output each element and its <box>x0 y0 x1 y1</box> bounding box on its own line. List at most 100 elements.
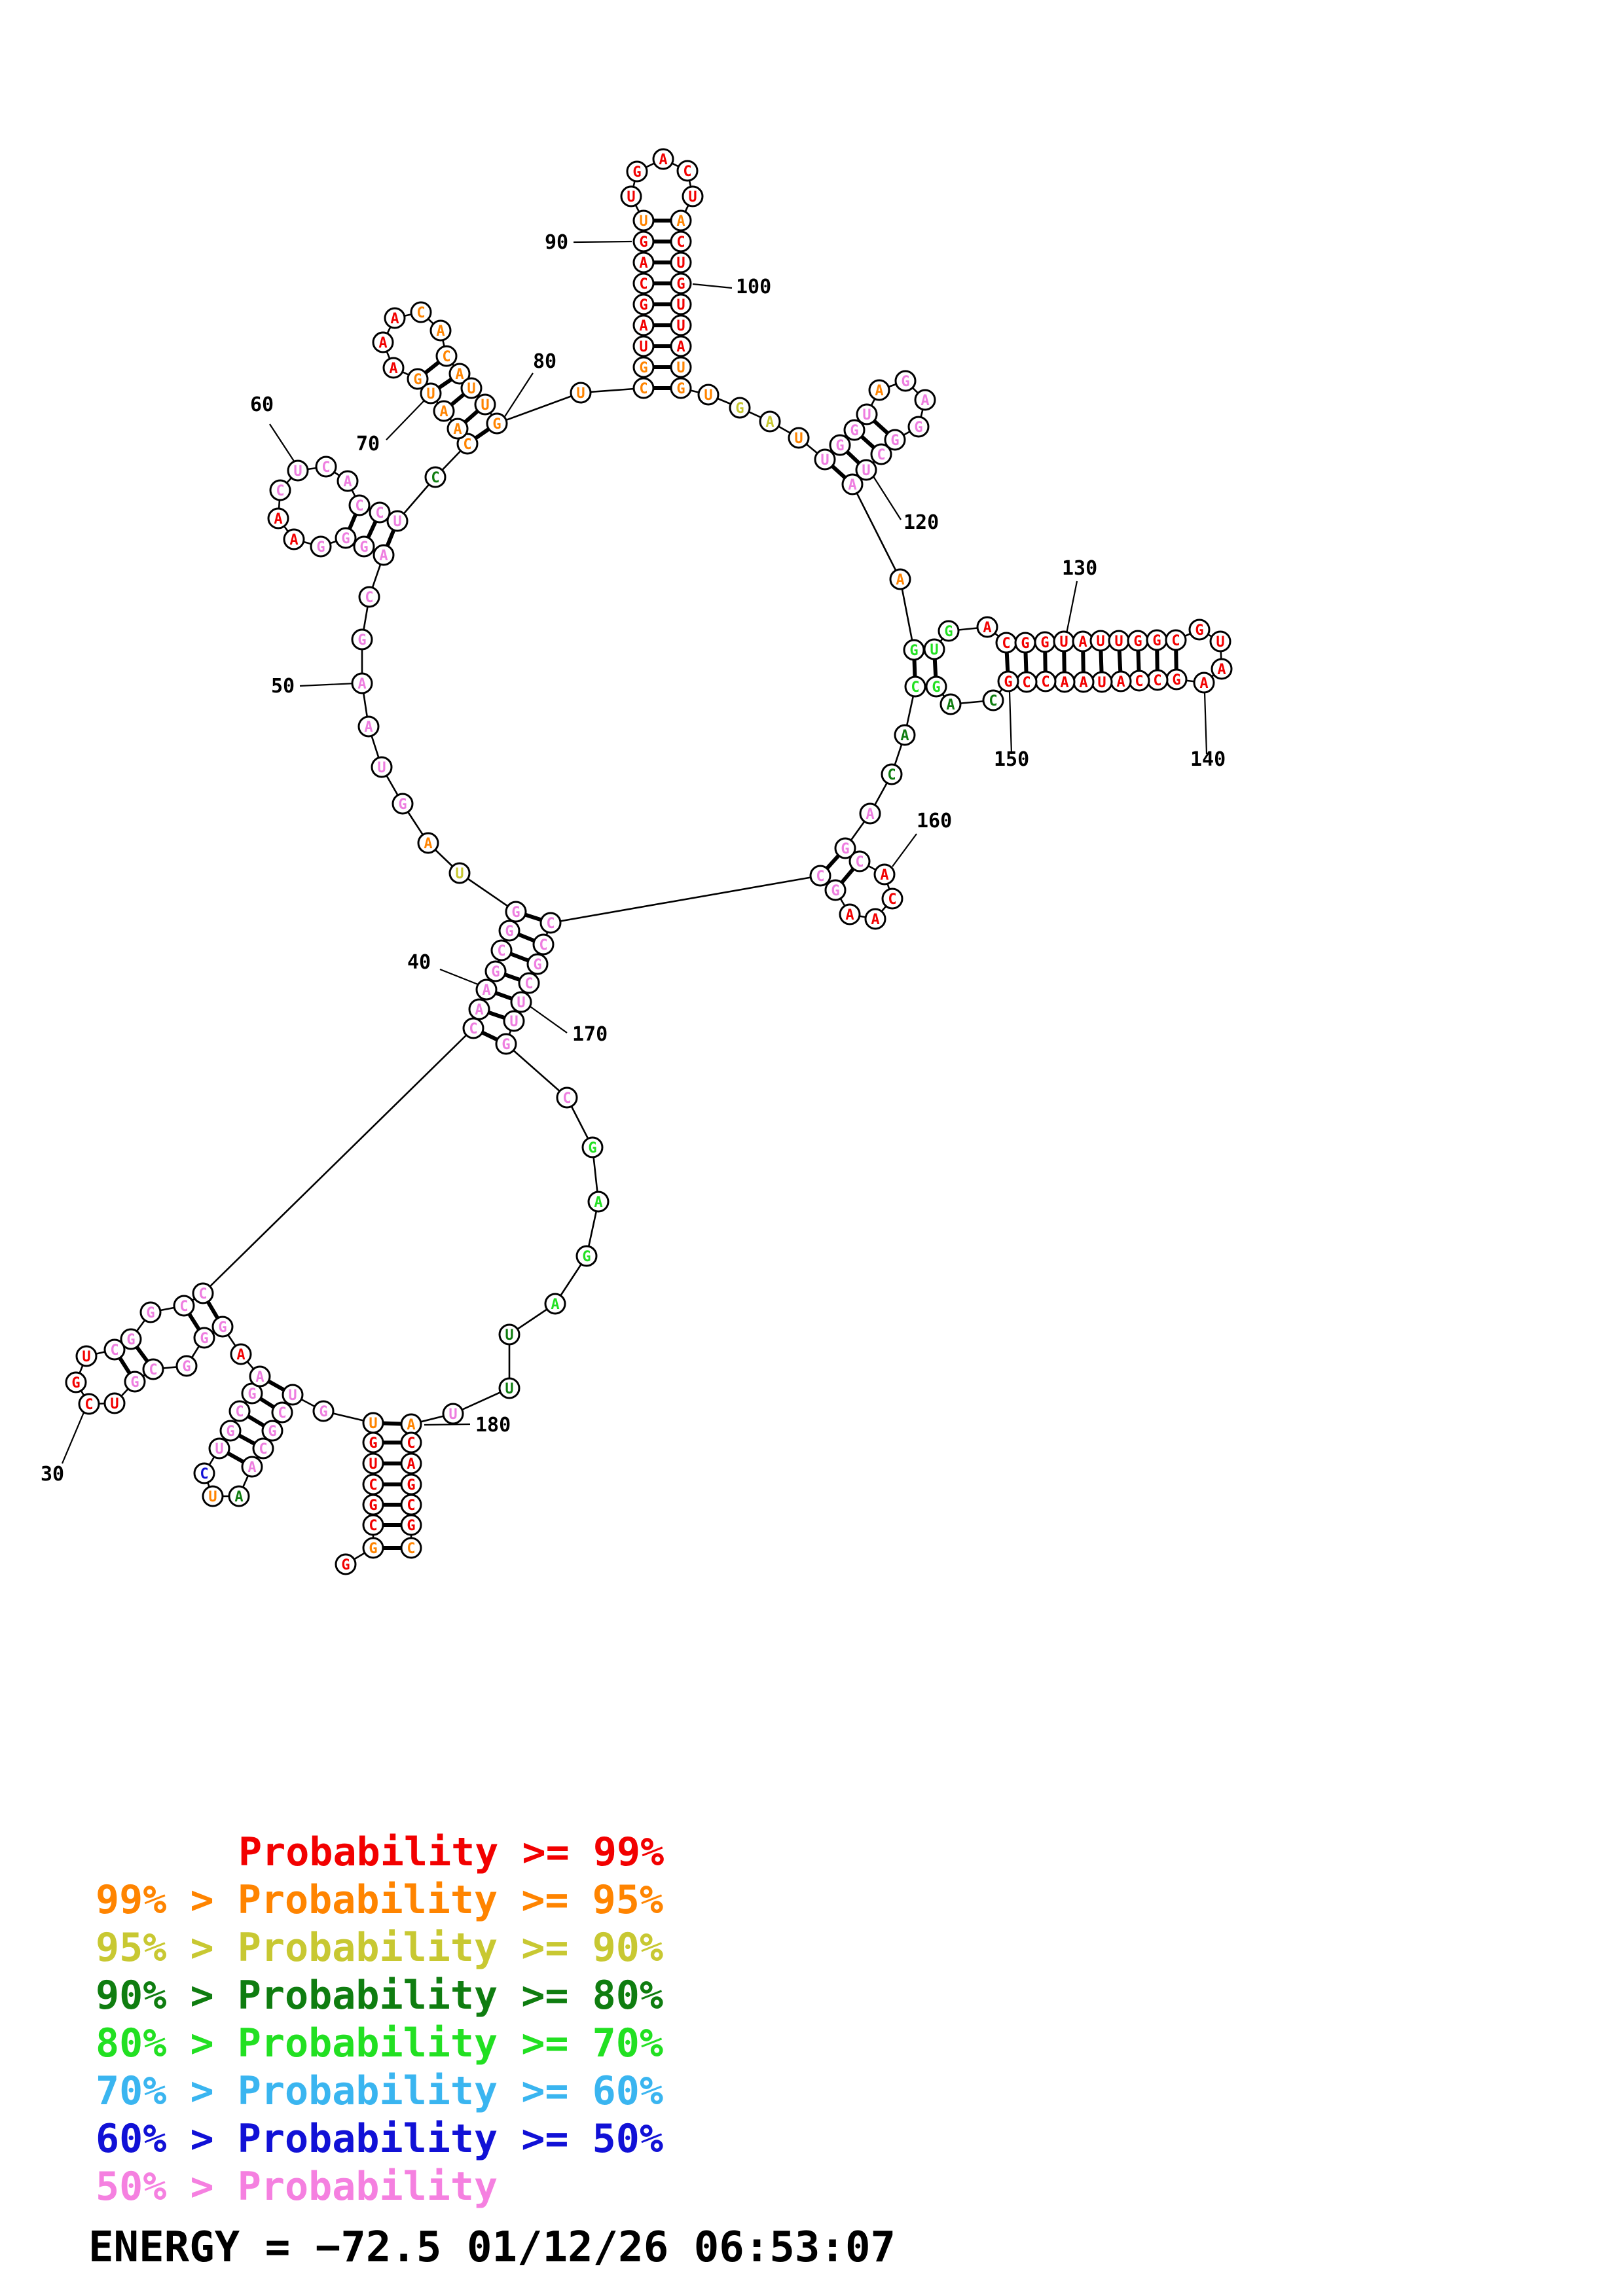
nucleotide-circle <box>1110 670 1132 692</box>
legend-row-1: 99% > Probability >= 95% <box>96 1877 663 1923</box>
position-pointer-line <box>873 476 902 520</box>
nucleotide-circle <box>870 443 892 465</box>
energy-readout: ENERGY = −72.5 01/12/26 06:53:07 <box>88 2223 896 2272</box>
nucleotide-circle <box>351 672 373 694</box>
nucleotide-circle <box>759 410 781 433</box>
nucleotide-circles <box>65 148 1233 1575</box>
nucleotide-circle <box>914 389 936 411</box>
legend-row-7: 50% > Probability <box>96 2164 498 2210</box>
nucleotide-circle <box>670 356 692 378</box>
nucleotide-circle <box>518 972 540 994</box>
position-label-pointer-lines <box>61 240 1208 1464</box>
nucleotide-circle <box>335 1553 357 1575</box>
nucleotide-circle <box>697 384 720 406</box>
nucleotide-circle <box>539 912 562 934</box>
nucleotide-circle <box>873 863 896 886</box>
position-label-140: 140 <box>1190 748 1226 771</box>
nucleotide-circle <box>228 1400 251 1422</box>
nucleotide-circle <box>448 862 471 884</box>
nucleotide-circle <box>372 331 394 353</box>
nucleotide-circle <box>939 693 962 715</box>
nucleotide-circle <box>400 1473 422 1496</box>
nucleotide-circle <box>369 501 391 524</box>
nucleotide-circle <box>386 510 409 532</box>
nucleotide-circle <box>1014 632 1036 654</box>
nucleotide-circle <box>632 230 655 253</box>
backbone-segment <box>202 1028 474 1294</box>
position-label-80: 80 <box>533 350 556 373</box>
nucleotide-circle <box>429 319 452 342</box>
nucleotide-circle <box>312 1400 335 1422</box>
nucleotide-circle <box>889 568 911 590</box>
nucleotide-circle <box>120 1328 142 1350</box>
nucleotide-circle <box>1127 630 1149 652</box>
nucleotide-circle <box>632 377 655 399</box>
nucleotide-circle <box>788 427 810 449</box>
nucleotide-circle <box>997 670 1019 692</box>
nucleotide-circle <box>632 335 655 357</box>
nucleotide-circle <box>208 1437 230 1460</box>
nucleotide-circle <box>495 1033 517 1055</box>
nucleotide-circle <box>175 1355 198 1377</box>
nucleotide-circle <box>348 494 371 516</box>
position-label-40: 40 <box>407 951 431 974</box>
nucleotide-circle <box>448 363 471 385</box>
nucleotide-circle <box>581 1136 604 1158</box>
nucleotide-circle <box>484 960 507 982</box>
nucleotide-circle <box>894 370 917 392</box>
nucleotide-circle <box>670 272 692 295</box>
nucleotide-circle <box>881 763 903 785</box>
nucleotide-circle <box>407 368 429 390</box>
position-label-90: 90 <box>545 231 568 254</box>
nucleotide-circle <box>1015 671 1038 693</box>
nucleotide-circle <box>1193 672 1215 694</box>
nucleotide-circle <box>676 160 699 182</box>
nucleotide-circle <box>626 160 648 183</box>
nucleotide-circle <box>310 535 332 558</box>
nucleotide-circle <box>809 865 831 887</box>
nucleotide-circle <box>337 470 359 492</box>
nucleotide-circle <box>1072 671 1095 693</box>
nucleotide-circle <box>498 1377 520 1399</box>
position-pointer-line <box>530 1006 568 1033</box>
backbone-segment <box>899 579 915 651</box>
nucleotide-circle <box>433 400 455 422</box>
nucleotide-circle <box>417 832 439 854</box>
position-label-180: 180 <box>475 1414 511 1437</box>
nucleotide-circle <box>249 1365 271 1388</box>
nucleotide-circle <box>532 933 555 956</box>
nucleotide-circle <box>261 1420 283 1442</box>
nucleotide-circle <box>907 416 930 438</box>
nucleotide-circle <box>632 293 655 315</box>
nucleotide-circle <box>241 1456 263 1478</box>
nucleotide-circle <box>864 908 886 930</box>
nucleotide-circle <box>544 1293 566 1315</box>
nucleotide-circle <box>903 639 925 661</box>
nucleotide-circle <box>252 1437 274 1460</box>
legend-row-2: 95% > Probability >= 90% <box>96 1925 663 1971</box>
legend-row-3: 90% > Probability >= 80% <box>96 1973 663 2018</box>
nucleotide-circle <box>620 185 642 207</box>
nucleotide-circle <box>859 802 881 825</box>
position-label-170: 170 <box>572 1023 608 1046</box>
nucleotide-circle <box>362 1514 384 1536</box>
nucleotide-circle <box>371 756 393 778</box>
nucleotide-circle <box>1128 670 1150 692</box>
nucleotide-circle <box>670 251 692 274</box>
position-label-120: 120 <box>903 511 939 534</box>
nucleotide-circle <box>1146 669 1169 691</box>
nucleotide-circle <box>315 456 337 478</box>
nucleotide-circle <box>362 1431 384 1454</box>
position-pointer-line <box>299 682 357 687</box>
position-pointer-line <box>424 1423 471 1426</box>
nucleotide-circle <box>287 459 309 482</box>
nucleotide-circle <box>976 616 998 638</box>
nucleotide-circle <box>1089 630 1112 652</box>
nucleotide-circle <box>1072 630 1094 653</box>
nucleotide-circle <box>468 998 490 1020</box>
backbone-segment <box>496 391 581 425</box>
nucleotide-circle <box>670 209 692 232</box>
nucleotide-circle <box>271 1401 293 1424</box>
position-pointer-line <box>269 423 295 463</box>
nucleotide-circle <box>632 356 655 378</box>
